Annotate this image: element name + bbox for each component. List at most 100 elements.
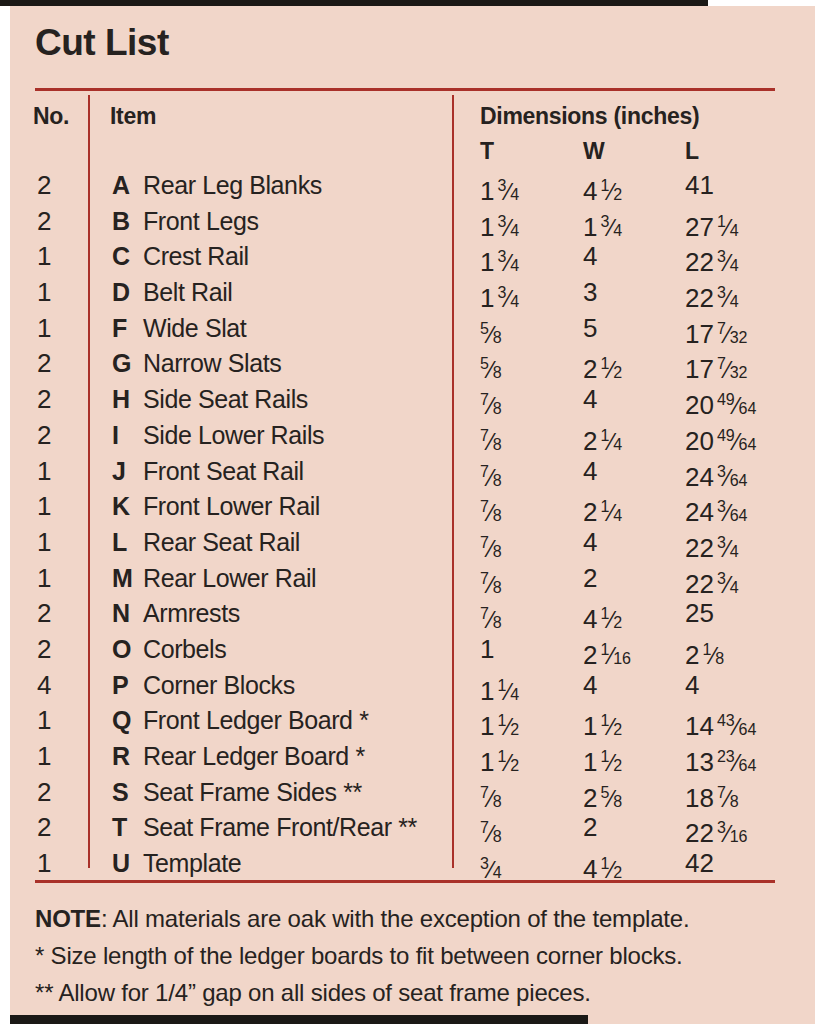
letter-cell: U	[112, 846, 130, 882]
qty-cell: 1	[37, 311, 51, 347]
dim-w-cell: 4	[583, 382, 597, 418]
qty-cell: 1	[37, 846, 51, 882]
letter-cell: B	[112, 204, 130, 240]
column-header-thickness: T	[480, 138, 494, 165]
table-row: 2 S Seat Frame Sides ** 7⁄8 25⁄8 187⁄8	[10, 775, 815, 811]
letter-cell: O	[112, 632, 131, 668]
dim-l-cell: 25	[685, 596, 714, 632]
item-name-cell: Corbels	[143, 632, 226, 668]
table-row: 2 I Side Lower Rails 7⁄8 21⁄4 2049⁄64	[10, 418, 815, 454]
table-row: 2 N Armrests 7⁄8 41⁄2 25	[10, 596, 815, 632]
dim-w-cell: 2	[583, 561, 597, 597]
letter-cell: K	[112, 489, 130, 525]
qty-cell: 2	[37, 382, 51, 418]
scan-artifact-top-bar	[0, 0, 708, 6]
qty-cell: 1	[37, 454, 51, 490]
table-row: 1 D Belt Rail 13⁄4 3 223⁄4	[10, 275, 815, 311]
item-name-cell: Armrests	[143, 596, 240, 632]
dim-w-cell: 41⁄2	[583, 846, 622, 891]
letter-cell: I	[112, 418, 119, 454]
cut-list-panel: Cut List No. Item Dimensions (inches) T …	[10, 6, 815, 1024]
item-name-cell: Front Ledger Board *	[143, 703, 368, 739]
dim-l-cell: 41	[685, 168, 714, 204]
qty-cell: 2	[37, 632, 51, 668]
table-row: 1 L Rear Seat Rail 7⁄8 4 223⁄4	[10, 525, 815, 561]
page-title: Cut List	[35, 22, 169, 64]
cut-list-rows: 2 A Rear Leg Blanks 13⁄4 41⁄2 41 2 B Fro…	[10, 168, 815, 882]
letter-cell: L	[112, 525, 127, 561]
item-name-cell: Seat Frame Front/Rear **	[143, 810, 417, 846]
item-name-cell: Corner Blocks	[143, 668, 295, 704]
qty-cell: 1	[37, 739, 51, 775]
item-name-cell: Rear Lower Rail	[143, 561, 316, 597]
note-text: : All materials are oak with the excepti…	[101, 905, 690, 932]
table-row: 2 G Narrow Slats 5⁄8 21⁄2 177⁄32	[10, 346, 815, 382]
column-header-item: Item	[110, 103, 156, 130]
note-label: NOTE	[35, 905, 101, 932]
letter-cell: A	[112, 168, 130, 204]
qty-cell: 2	[37, 775, 51, 811]
item-name-cell: Rear Ledger Board *	[143, 739, 365, 775]
table-row: 2 H Side Seat Rails 7⁄8 4 2049⁄64	[10, 382, 815, 418]
table-row: 1 J Front Seat Rail 7⁄8 4 243⁄64	[10, 454, 815, 490]
letter-cell: M	[112, 561, 133, 597]
dim-w-cell: 5	[583, 311, 597, 347]
dim-l-cell: 42	[685, 846, 714, 882]
dim-w-cell: 3	[583, 275, 597, 311]
qty-cell: 2	[37, 204, 51, 240]
table-row: 4 P Corner Blocks 11⁄4 4 4	[10, 668, 815, 704]
table-row: 2 B Front Legs 13⁄4 13⁄4 271⁄4	[10, 204, 815, 240]
bottom-divider-rule	[35, 880, 775, 883]
item-name-cell: Side Seat Rails	[143, 382, 308, 418]
item-name-cell: Template	[143, 846, 241, 882]
item-name-cell: Narrow Slats	[143, 346, 281, 382]
qty-cell: 1	[37, 561, 51, 597]
letter-cell: D	[112, 275, 130, 311]
item-name-cell: Belt Rail	[143, 275, 233, 311]
table-row: 1 R Rear Ledger Board * 11⁄2 11⁄2 1323⁄6…	[10, 739, 815, 775]
dim-w-cell: 2	[583, 810, 597, 846]
letter-cell: P	[112, 668, 129, 704]
letter-cell: G	[112, 346, 131, 382]
dim-w-cell: 4	[583, 239, 597, 275]
table-row: 2 T Seat Frame Front/Rear ** 7⁄8 2 223⁄1…	[10, 810, 815, 846]
item-name-cell: Rear Seat Rail	[143, 525, 300, 561]
top-divider-rule	[35, 88, 775, 91]
qty-cell: 2	[37, 168, 51, 204]
item-name-cell: Rear Leg Blanks	[143, 168, 322, 204]
letter-cell: F	[112, 311, 127, 347]
qty-cell: 1	[37, 703, 51, 739]
dim-w-cell: 4	[583, 454, 597, 490]
letter-cell: J	[112, 454, 126, 490]
item-name-cell: Front Seat Rail	[143, 454, 304, 490]
letter-cell: S	[112, 775, 129, 811]
dim-l-cell: 4	[685, 668, 699, 704]
qty-cell: 1	[37, 275, 51, 311]
letter-cell: R	[112, 739, 130, 775]
dim-t-cell: 3⁄4	[480, 846, 502, 891]
qty-cell: 1	[37, 525, 51, 561]
table-row: 1 Q Front Ledger Board * 11⁄2 11⁄2 1443⁄…	[10, 703, 815, 739]
item-name-cell: Side Lower Rails	[143, 418, 324, 454]
column-header-width: W	[583, 138, 604, 165]
column-header-no: No.	[33, 103, 69, 130]
column-header-dimensions: Dimensions (inches)	[480, 103, 699, 130]
qty-cell: 2	[37, 418, 51, 454]
qty-cell: 2	[37, 596, 51, 632]
column-header-length: L	[685, 138, 699, 165]
qty-cell: 2	[37, 346, 51, 382]
table-row: 1 K Front Lower Rail 7⁄8 21⁄4 243⁄64	[10, 489, 815, 525]
item-name-cell: Crest Rail	[143, 239, 249, 275]
table-row: 2 O Corbels 1 21⁄16 21⁄8	[10, 632, 815, 668]
footnote-ledger-boards: * Size length of the ledger boards to fi…	[35, 937, 689, 974]
dim-t-cell: 1	[480, 632, 494, 668]
table-row: 1 F Wide Slat 5⁄8 5 177⁄32	[10, 311, 815, 347]
footnote-seat-frame: ** Allow for 1/4” gap on all sides of se…	[35, 974, 689, 1011]
scan-artifact-bottom-bar	[10, 1015, 588, 1024]
letter-cell: T	[112, 810, 127, 846]
item-name-cell: Front Legs	[143, 204, 259, 240]
scanned-page: Cut List No. Item Dimensions (inches) T …	[0, 0, 815, 1024]
table-row: 1 U Template 3⁄4 41⁄2 42	[10, 846, 815, 882]
letter-cell: C	[112, 239, 130, 275]
dim-w-cell: 4	[583, 668, 597, 704]
